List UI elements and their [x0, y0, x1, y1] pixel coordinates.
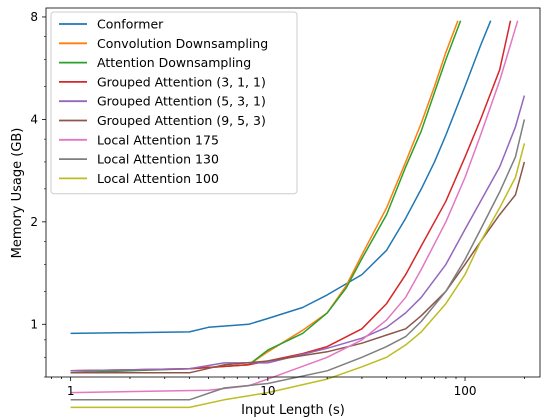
y-tick-label: 2: [30, 215, 38, 229]
legend-label: Grouped Attention (9, 5, 3): [97, 113, 266, 128]
legend-label: Grouped Attention (5, 3, 1): [97, 94, 266, 109]
series-line: [70, 119, 526, 401]
x-tick-label: 100: [454, 384, 477, 398]
x-tick-label: 10: [260, 384, 275, 398]
legend-label: Grouped Attention (3, 1, 1): [97, 74, 266, 89]
x-tick-label: 1: [67, 384, 75, 398]
x-axis: 1 10 100: [51, 377, 525, 398]
legend: Conformer Convolution Downsampling Attenti…: [50, 11, 298, 195]
legend-label: Conformer: [97, 17, 164, 32]
legend-box: [50, 11, 298, 195]
y-tick-label: 4: [30, 112, 38, 126]
plot-frame: [45, 7, 541, 378]
series-line: [70, 143, 526, 409]
series-line: [70, 20, 492, 335]
legend-label: Local Attention 100: [97, 171, 219, 186]
y-tick-label: 1: [30, 317, 38, 331]
legend-label: Local Attention 175: [97, 132, 219, 147]
legend-label: Attention Downsampling: [97, 55, 251, 70]
series-lines: [70, 20, 526, 409]
legend-label: Convolution Downsampling: [97, 36, 268, 51]
legend-label: Local Attention 130: [97, 152, 219, 167]
x-axis-label: Input Length (s): [241, 403, 345, 418]
series-line: [70, 161, 526, 374]
y-axis: 1 2 4 8: [30, 10, 46, 378]
y-axis-label: Memory Usage (GB): [10, 128, 25, 259]
y-tick-label: 8: [30, 10, 38, 24]
